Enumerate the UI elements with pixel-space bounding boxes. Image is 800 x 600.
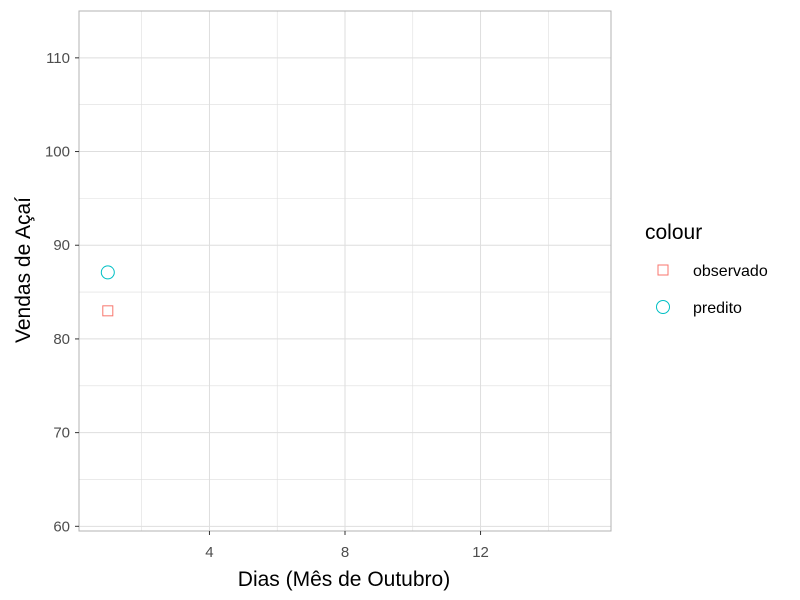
legend: colour observado predito [645, 221, 768, 317]
y-tick-label: 100 [45, 144, 70, 161]
predito-point [100, 265, 115, 280]
legend-key-predito [656, 300, 670, 314]
y-tick-label: 110 [46, 50, 70, 67]
legend-label: predito [693, 300, 742, 317]
x-axis-title: Dias (Mês de Outubro) [238, 568, 450, 591]
x-tick-label: 4 [205, 544, 213, 561]
x-axis: 4 8 12 [205, 531, 489, 561]
legend-items: observado predito [656, 263, 768, 317]
legend-item-observado: observado [657, 263, 768, 280]
y-tick-label: 60 [53, 518, 70, 535]
legend-key-observado [657, 264, 669, 276]
y-tick-label: 70 [53, 425, 70, 442]
observado-point [102, 305, 114, 317]
x-tick-label: 12 [472, 544, 489, 561]
legend-title: colour [645, 221, 702, 244]
y-tick-label: 80 [53, 331, 70, 348]
y-axis: 60 70 80 90 100 110 [45, 50, 79, 535]
y-tick-label: 90 [53, 237, 70, 254]
y-axis-title: Vendas de Açaí [12, 197, 35, 343]
major-gridlines [79, 11, 611, 531]
legend-label: observado [693, 263, 768, 280]
data-points [100, 265, 115, 317]
legend-item-predito: predito [656, 300, 742, 317]
x-tick-label: 8 [341, 544, 349, 561]
